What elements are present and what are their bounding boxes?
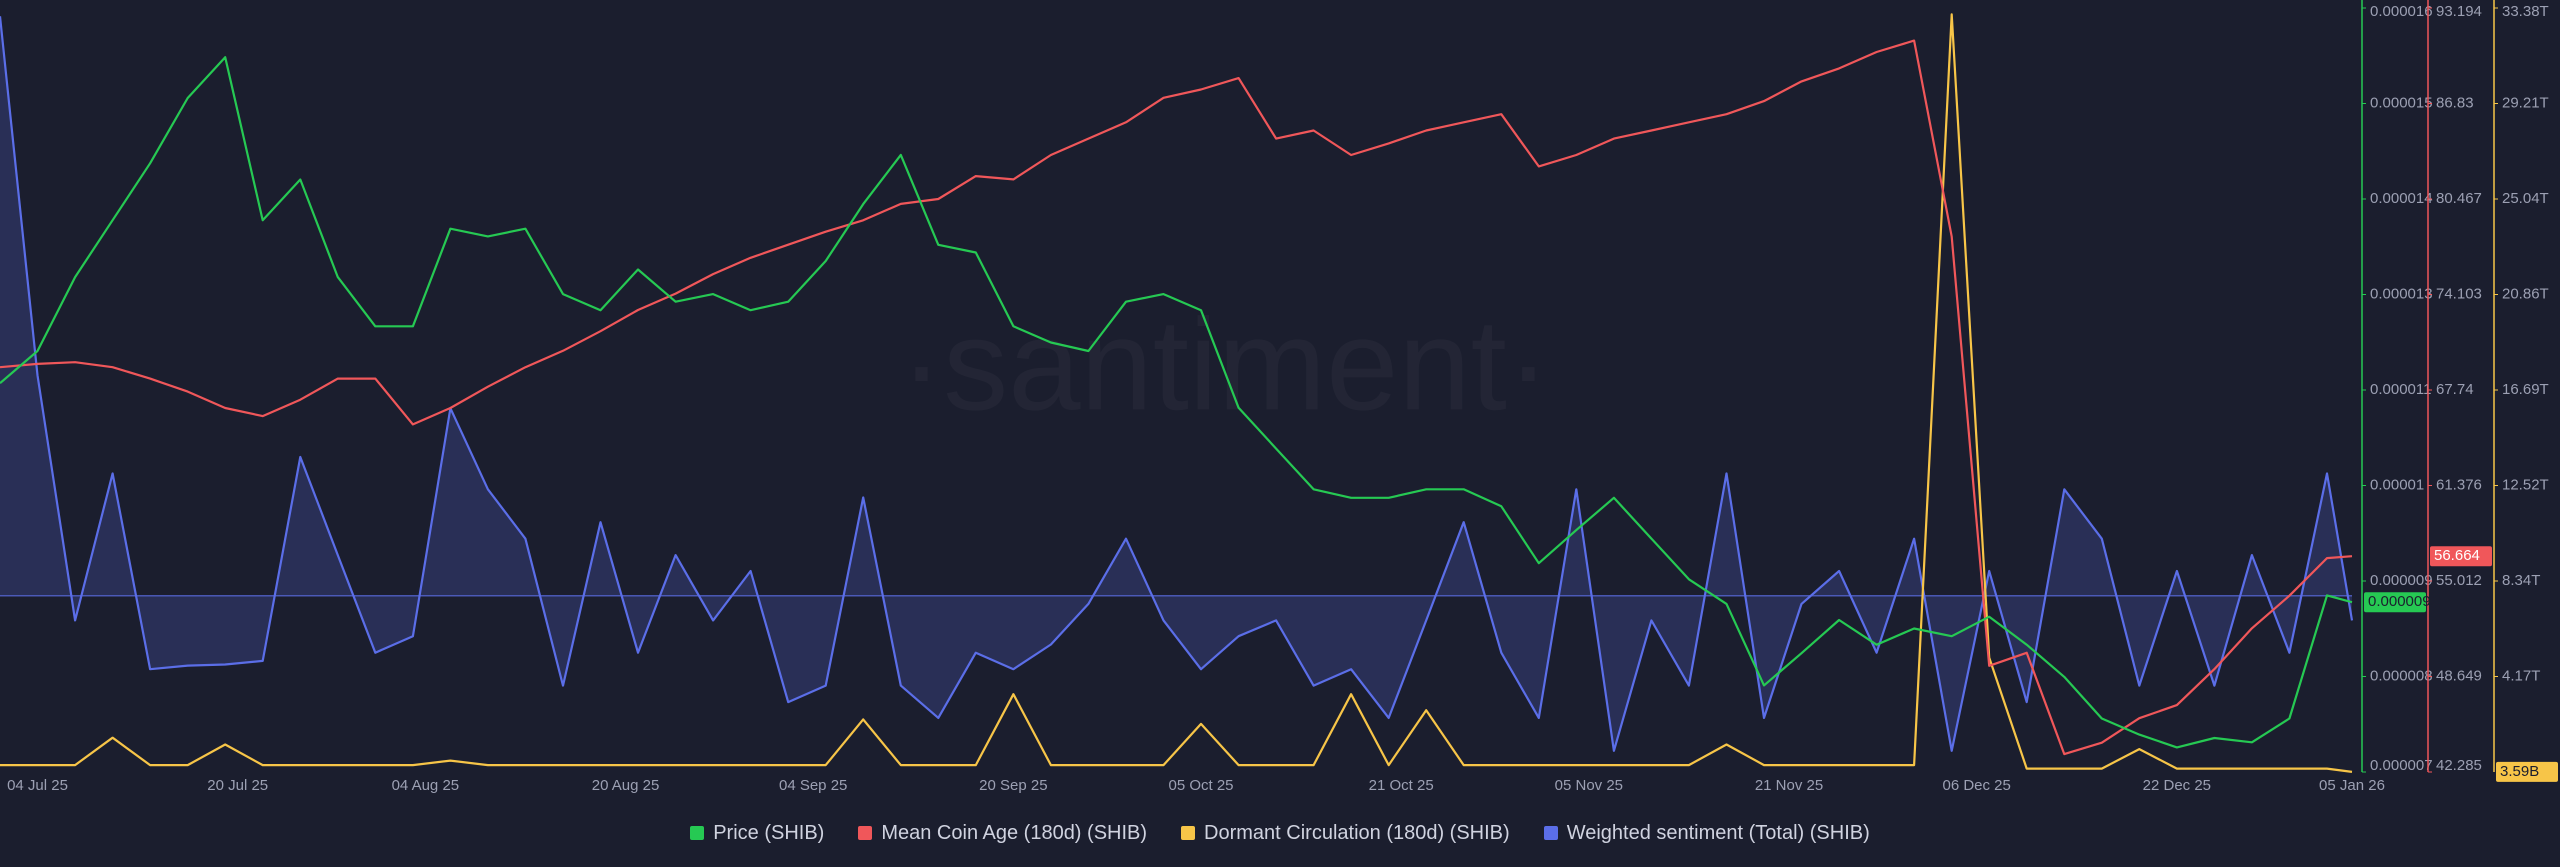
legend-swatch — [858, 826, 873, 840]
y-tick-label: 0.000014 — [2370, 190, 2433, 207]
x-tick-label: 06 Dec 25 — [1942, 777, 2010, 794]
legend-item[interactable]: Dormant Circulation (180d) (SHIB) — [1181, 822, 1510, 845]
series-line — [0, 13, 2353, 773]
y-tick-label: 25.04T — [2502, 190, 2549, 207]
legend-label: Price (SHIB) — [713, 821, 825, 844]
y-tick-label: 0.000008 — [2370, 667, 2433, 684]
y-tick-label: 33.38T — [2502, 3, 2549, 20]
y-tick-label: 0.00001 — [2370, 476, 2424, 493]
x-tick-label: 05 Nov 25 — [1555, 777, 1623, 794]
legend-label: Mean Coin Age (180d) (SHIB) — [881, 821, 1148, 844]
area — [0, 16, 2352, 751]
y-tick-label: 16.69T — [2502, 381, 2549, 398]
legend-label: Weighted sentiment (Total) (SHIB) — [1566, 821, 1870, 844]
x-tick-label: 05 Jan 26 — [2319, 777, 2385, 794]
series-line — [0, 39, 2353, 756]
legend-swatch — [1181, 826, 1196, 840]
x-tick-label: 04 Sep 25 — [779, 777, 847, 794]
legend-item[interactable]: Weighted sentiment (Total) (SHIB) — [1543, 821, 1870, 845]
value-label: 3.59B — [2500, 763, 2539, 780]
series-line — [0, 56, 2353, 749]
legend: Price (SHIB) Mean Coin Age (180d) (SHIB) D… — [0, 815, 2560, 851]
watermark: ·santiment· — [900, 291, 1550, 437]
y-tick-label: 61.376 — [2436, 476, 2482, 493]
y-tick-label: 0.000013 — [2370, 285, 2433, 302]
legend-swatch — [690, 826, 705, 840]
value-box — [2364, 592, 2426, 613]
y-tick-label: 4.17T — [2502, 667, 2540, 684]
y-tick-label: 0.000016 — [2370, 3, 2433, 20]
y-tick-label: 12.52T — [2502, 476, 2549, 493]
y-tick-label: 29.21T — [2502, 94, 2549, 111]
y-tick-label: 55.012 — [2436, 572, 2482, 589]
x-tick-label: 21 Oct 25 — [1369, 777, 1434, 794]
y-tick-label: 20.86T — [2502, 285, 2549, 302]
series-line — [0, 16, 2354, 752]
y-tick-label: 74.103 — [2436, 285, 2482, 302]
legend-label: Dormant Circulation (180d) (SHIB) — [1204, 821, 1510, 844]
x-tick-label: 20 Jul 25 — [207, 777, 268, 794]
y-tick-label: 0.000007 — [2370, 757, 2433, 774]
y-tick-label: 80.467 — [2436, 190, 2482, 207]
value-label: 0.000009 — [2368, 593, 2431, 610]
value-box — [2496, 761, 2558, 782]
value-label: 56.664 — [2434, 547, 2480, 564]
y-tick-label: 48.649 — [2436, 667, 2482, 684]
x-tick-label: 21 Nov 25 — [1755, 777, 1823, 794]
x-tick-label: 22 Dec 25 — [2143, 777, 2211, 794]
value-box — [2430, 546, 2492, 567]
y-tick-label: 0.000009 — [2370, 572, 2433, 589]
y-tick-label: 67.74 — [2436, 381, 2474, 398]
legend-swatch — [1543, 826, 1558, 840]
x-tick-label: 04 Aug 25 — [392, 777, 460, 794]
y-tick-label: 8.34T — [2502, 572, 2540, 589]
y-tick-label: 42.285 — [2436, 757, 2482, 774]
x-tick-label: 20 Aug 25 — [592, 777, 660, 794]
x-tick-label: 04 Jul 25 — [7, 777, 68, 794]
y-tick-label: 86.83 — [2436, 94, 2474, 111]
x-tick-label: 20 Sep 25 — [979, 777, 1047, 794]
y-tick-label: 0.000011 — [2370, 381, 2431, 398]
x-tick-label: 05 Oct 25 — [1168, 777, 1233, 794]
y-tick-label: 93.194 — [2436, 3, 2482, 20]
legend-item[interactable]: Price (SHIB) — [690, 822, 824, 845]
y-tick-label: 0.000015 — [2370, 94, 2433, 111]
legend-item[interactable]: Mean Coin Age (180d) (SHIB) — [858, 822, 1147, 845]
